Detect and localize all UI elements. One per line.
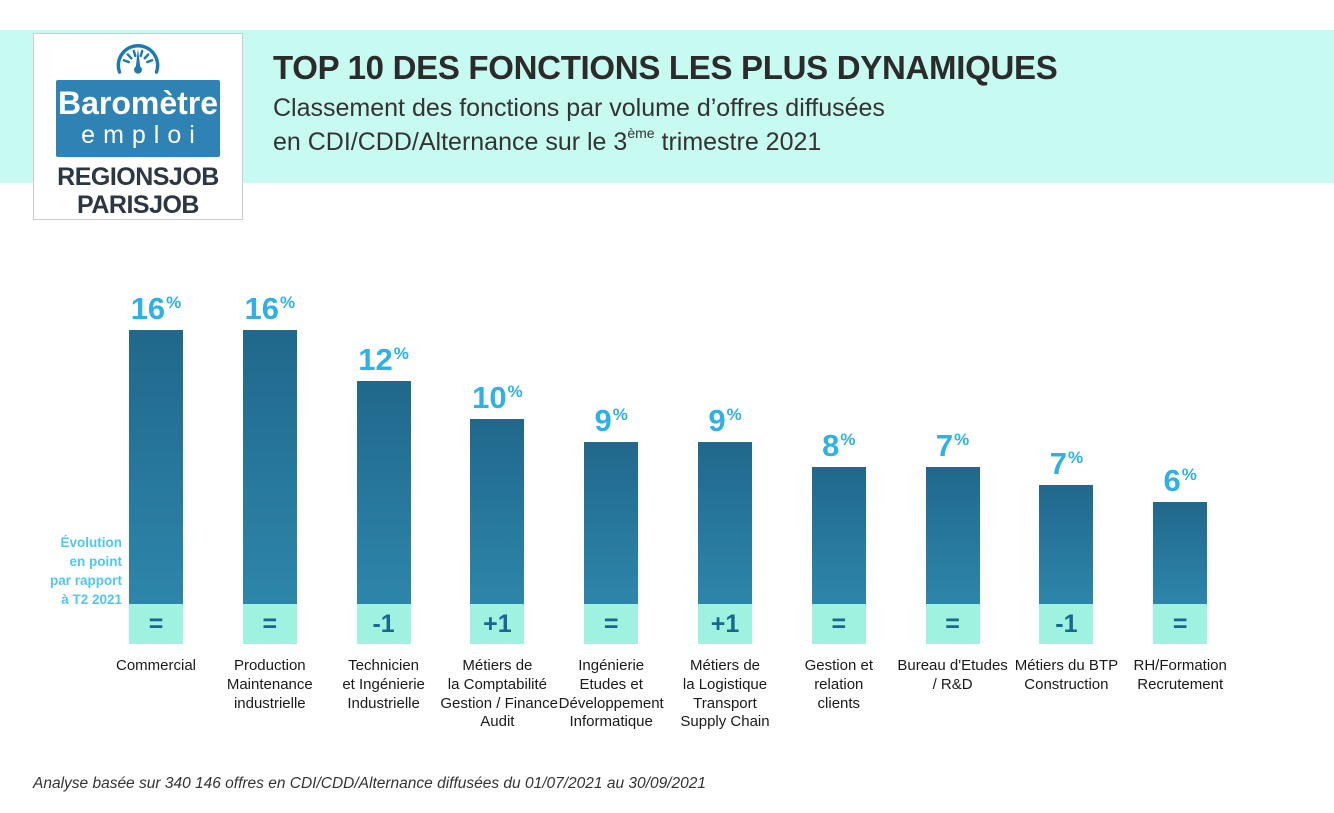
gauge-icon: [116, 44, 160, 74]
logo-line1: Baromètre: [57, 85, 219, 121]
category-label: Bureau d'Etudes / R&D: [897, 657, 1008, 693]
bar: [698, 442, 752, 604]
subtitle-superscript: ème: [627, 125, 655, 142]
page-title: TOP 10 DES FONCTIONS LES PLUS DYNAMIQUES: [273, 49, 1058, 86]
evolution-badge: -1: [356, 604, 411, 644]
bar: [1039, 485, 1094, 604]
category-label: RH/Formation Recrutement: [1133, 657, 1227, 693]
category-label: Métiers du BTP Construction: [1014, 657, 1119, 693]
page-subtitle: Classement des fonctions par volume d’of…: [273, 92, 1057, 159]
bar-value-label: 12%: [358, 342, 409, 377]
bar: [584, 442, 639, 604]
category-label: Gestion et relation clients: [804, 657, 873, 712]
evolution-badge: =: [129, 604, 183, 644]
bar: [470, 419, 525, 604]
subtitle-line1: Classement des fonctions par volume d’of…: [273, 94, 885, 123]
logo-line2: emploi: [81, 121, 203, 149]
evolution-axis-note: Évolution en point par rapport à T2 2021: [49, 535, 122, 607]
bar: [129, 330, 183, 604]
bar-value-label: 7%: [1049, 446, 1084, 481]
logo-brand: REGIONSJOB PARISJOB: [57, 164, 219, 219]
category-label: Technicien et Ingénierie Industrielle: [342, 657, 425, 712]
bar-column: 16% =: [213, 293, 327, 644]
category-label: Métiers de la Logistique Transport Suppl…: [680, 657, 770, 731]
evolution-badge: =: [242, 604, 297, 644]
evolution-badge: =: [1153, 604, 1208, 644]
evolution-badge: =: [584, 604, 639, 644]
bar-column: 16% =: [99, 293, 213, 644]
bar: [1153, 502, 1208, 604]
bar-value-label: 7%: [935, 428, 970, 463]
bar-column: 7% -1: [1009, 448, 1123, 644]
bar-value-label: 6%: [1163, 463, 1197, 498]
bar: [356, 381, 411, 604]
logo-brand-regionsjob: REGIONSJOB: [57, 163, 219, 191]
bar-column: 9% +1: [668, 405, 782, 644]
logo-brand-parisjob: PARISJOB: [77, 190, 199, 219]
bar-column: 10% +1: [440, 382, 554, 644]
bar-value-label: 9%: [594, 403, 628, 438]
bar: [811, 467, 866, 604]
bar-column: 6% =: [1123, 465, 1237, 644]
bar-column: 12% -1: [327, 344, 441, 644]
subtitle-line2-suffix: trimestre 2021: [654, 127, 822, 156]
bar-column: 9% =: [554, 405, 668, 644]
evolution-badge: =: [811, 604, 866, 644]
source-note: Analyse basée sur 340 146 offres en CDI/…: [33, 775, 706, 792]
logo-blue-plate: Baromètre emploi: [56, 80, 220, 157]
category-label: Métiers de la Comptabilité Gestion / Fin…: [440, 657, 558, 731]
bar-value-label: 8%: [822, 428, 856, 463]
bar-column: 7% =: [896, 430, 1010, 644]
bar-value-label: 16%: [130, 291, 182, 326]
category-label: Commercial: [115, 657, 196, 674]
bar-column: 8% =: [782, 430, 896, 644]
bar-value-label: 16%: [244, 291, 296, 326]
category-label: Ingénierie Etudes et Développement Infor…: [558, 657, 664, 731]
barometre-emploi-logo: Baromètre emploi REGIONSJOB PARISJOB: [33, 33, 243, 220]
bar-value-label: 9%: [708, 403, 742, 438]
evolution-badge: -1: [1039, 604, 1094, 644]
subtitle-line2-prefix: en CDI/CDD/Alternance sur le 3: [273, 127, 628, 156]
evolution-badge: +1: [698, 604, 752, 644]
bar: [925, 467, 980, 604]
evolution-badge: +1: [470, 604, 525, 644]
bar: [242, 330, 297, 604]
evolution-badge: =: [925, 604, 980, 644]
bar-value-label: 10%: [472, 380, 523, 415]
category-label: Production Maintenance industrielle: [226, 657, 313, 712]
title-block: TOP 10 DES FONCTIONS LES PLUS DYNAMIQUES…: [273, 49, 1058, 159]
